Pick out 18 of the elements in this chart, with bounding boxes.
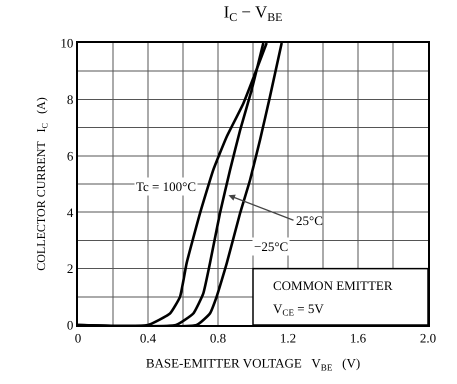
y-tick-label: 10 xyxy=(60,36,74,51)
annotation: V$_{CE}$ = 5V xyxy=(273,301,324,318)
x-tick-label: 0.8 xyxy=(210,330,226,346)
x-tick-label: 0.4 xyxy=(140,330,157,346)
y-tick-label: 0 xyxy=(66,318,74,333)
annotation: COMMON EMITTER xyxy=(273,278,393,293)
annotation: 25°C xyxy=(296,213,323,228)
x-tick-label: 1.2 xyxy=(280,330,296,346)
y-tick-label: 4 xyxy=(66,204,74,220)
x-tick-label: 2.0 xyxy=(420,330,436,346)
y-tick-label: 2 xyxy=(66,261,74,276)
y-tick-label: 8 xyxy=(66,92,74,107)
y-tick-label: 6 xyxy=(66,148,74,164)
annotation: Tc = 100°C xyxy=(136,179,196,194)
chart-title: I$_{C}$ − V$_{BE}$ xyxy=(224,2,282,24)
x-tick-label: 1.6 xyxy=(350,330,367,346)
annotation: −25°C xyxy=(254,239,288,254)
x-axis-title: BASE-EMITTER VOLTAGE V$_{BE}$ (V) xyxy=(146,356,360,372)
